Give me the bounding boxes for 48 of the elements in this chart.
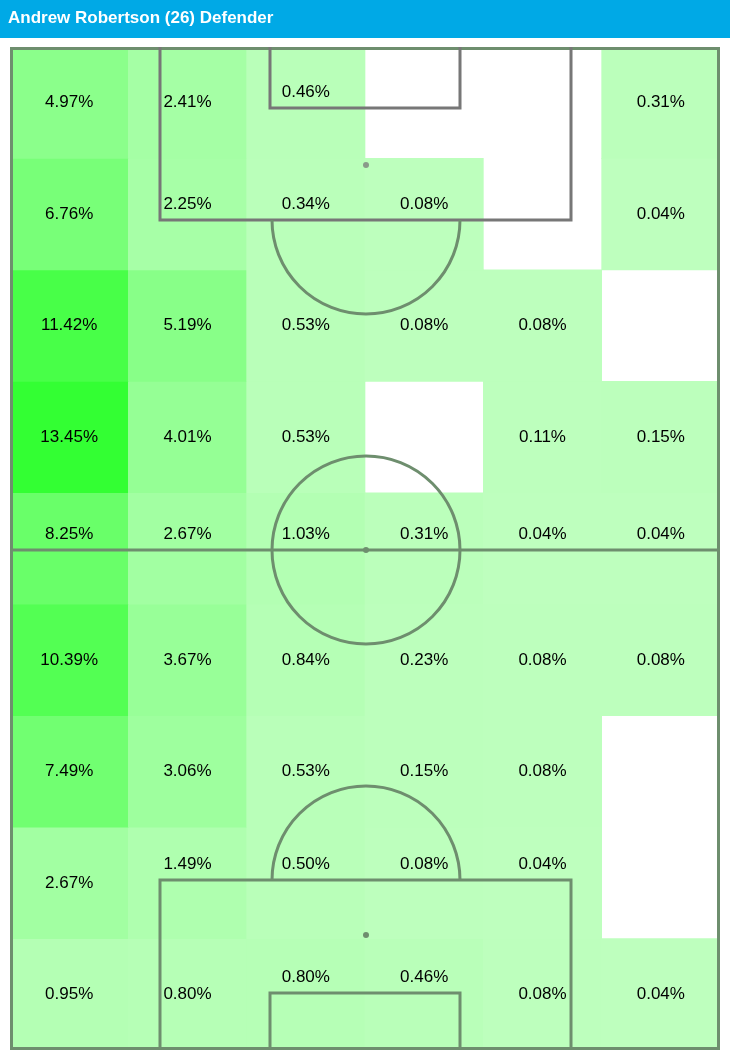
data-label: 0.53% — [281, 761, 330, 781]
data-label: 0.23% — [400, 649, 449, 669]
data-label: 0.84% — [281, 649, 330, 669]
data-label: 0.04% — [518, 523, 567, 543]
data-label: 3.06% — [163, 761, 212, 781]
data-label: 0.34% — [281, 193, 330, 213]
data-label: 0.46% — [281, 81, 330, 101]
data-label: 0.08% — [518, 983, 567, 1003]
data-label: 0.53% — [281, 426, 330, 446]
data-label: 5.19% — [163, 315, 212, 335]
data-label: 3.67% — [163, 649, 212, 669]
data-label: 1.49% — [163, 853, 212, 873]
data-label: 6.76% — [45, 203, 94, 223]
data-label: 0.95% — [45, 983, 94, 1003]
data-label: 0.08% — [400, 853, 449, 873]
data-label: 7.49% — [45, 761, 94, 781]
data-label: 0.08% — [400, 315, 449, 335]
data-label: 0.46% — [400, 966, 449, 986]
data-label: 0.08% — [636, 649, 685, 669]
data-label: 4.97% — [45, 92, 94, 112]
data-label: 0.08% — [518, 649, 567, 669]
data-label: 4.01% — [163, 426, 212, 446]
data-label: 2.25% — [163, 193, 212, 213]
data-label: 0.04% — [636, 983, 685, 1003]
data-label: 0.31% — [400, 523, 449, 543]
data-label: 0.53% — [281, 315, 330, 335]
data-label: 0.08% — [518, 315, 567, 335]
data-label: 0.08% — [518, 761, 567, 781]
data-label: 1.03% — [281, 523, 330, 543]
data-label: 0.80% — [163, 983, 212, 1003]
data-label: 0.50% — [281, 853, 330, 873]
data-label: 10.39% — [40, 649, 98, 669]
data-label: 2.41% — [163, 92, 212, 112]
data-label: 0.15% — [636, 426, 685, 446]
data-label: 2.67% — [45, 872, 94, 892]
data-label: 13.45% — [40, 426, 98, 446]
chart-title: Andrew Robertson (26) Defender — [8, 8, 274, 28]
data-label: 0.80% — [281, 966, 330, 986]
data-label: 0.08% — [400, 193, 449, 213]
data-label: 0.04% — [636, 523, 685, 543]
data-label: 11.42% — [40, 315, 98, 335]
data-label: 0.11% — [519, 426, 566, 446]
data-label: 0.15% — [400, 761, 449, 781]
data-label: 2.67% — [163, 523, 212, 543]
data-label: 0.04% — [518, 853, 567, 873]
data-label: 0.31% — [636, 92, 685, 112]
data-label: 8.25% — [45, 523, 94, 543]
data-label: 0.04% — [636, 203, 685, 223]
